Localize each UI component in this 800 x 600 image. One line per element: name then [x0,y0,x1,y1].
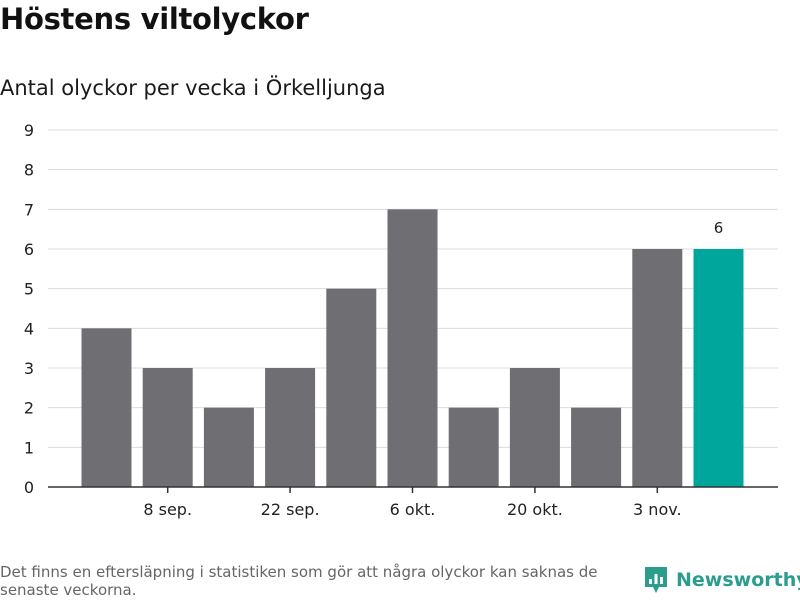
x-tick-label: 6 okt. [390,500,436,519]
bar [448,407,499,487]
y-tick-label: 9 [24,121,34,140]
y-tick-label: 6 [24,240,34,259]
bar [571,407,622,487]
bar [693,249,744,487]
bar-chart: 0 1 2 3 4 5 6 7 8 9 6 8 sep. 22 sep. 6 okt. 20 okt. 3 n… [24,121,778,519]
y-tick-label: 2 [24,399,34,418]
bar [142,368,193,487]
y-tick-label: 4 [24,319,34,338]
bar [509,368,560,487]
x-tick-label: 22 sep. [261,500,320,519]
bar [265,368,316,487]
y-tick-label: 5 [24,280,34,299]
x-tick-label: 3 nov. [633,500,682,519]
bar [326,288,377,487]
bar [81,328,132,487]
bar [632,249,683,487]
bar [387,209,438,488]
chart-subtitle: Antal olyckor per vecka i Örkelljunga [0,76,386,100]
x-tick-label: 8 sep. [143,500,192,519]
y-tick-label: 0 [24,478,34,497]
bar [203,407,254,487]
y-tick-label: 8 [24,161,34,180]
brand-name: Newsworthy [676,569,800,591]
x-tick-label: 20 okt. [507,500,563,519]
y-tick-label: 3 [24,359,34,378]
bar-chart-pin-icon [645,567,667,593]
chart-title: Höstens viltolyckor [0,2,309,36]
data-label: 6 [714,219,724,237]
y-tick-label: 7 [24,200,34,219]
y-tick-label: 1 [24,438,34,457]
brand: Newsworthy [644,566,800,594]
footnote: Det finns en eftersläpning i statistiken… [0,563,598,599]
